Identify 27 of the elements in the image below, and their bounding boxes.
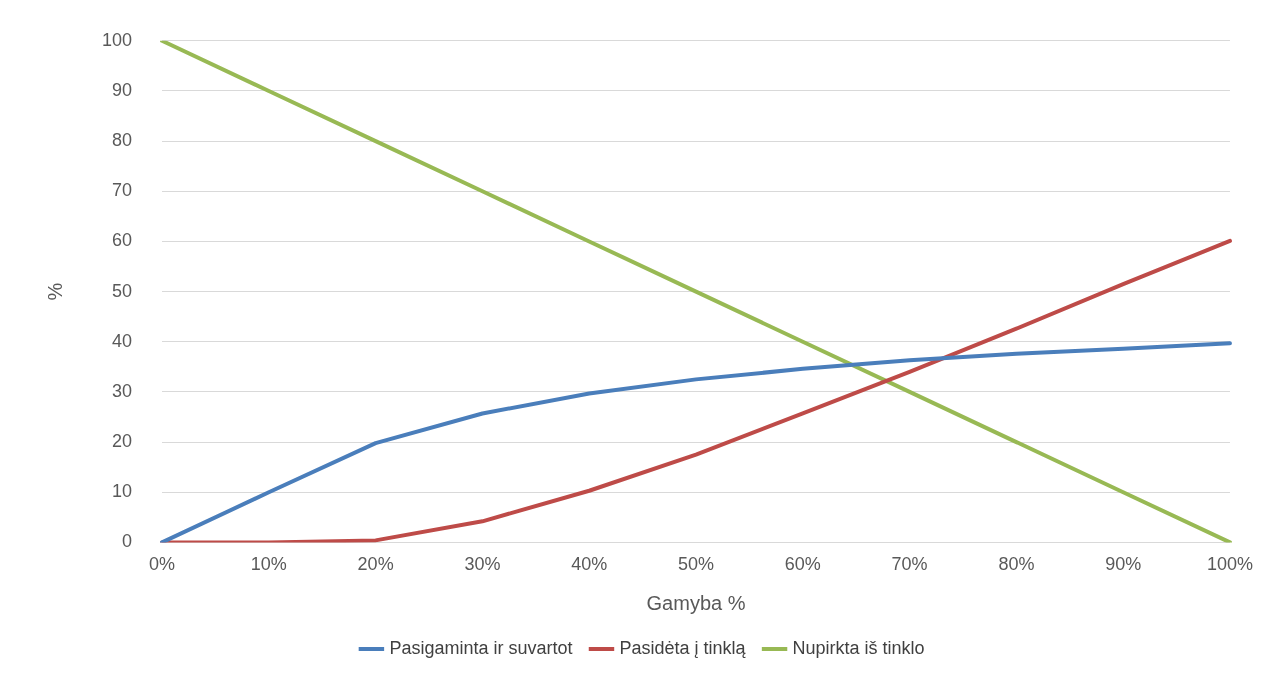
legend-label: Nupirkta iš tinklo	[792, 637, 925, 658]
x-tick-label: 60%	[784, 554, 821, 575]
y-tick-label: 20	[112, 431, 133, 452]
x-tick-label: 50%	[677, 554, 715, 575]
y-tick-label: 10	[112, 481, 133, 502]
x-tick-label: 70%	[891, 554, 928, 575]
y-tick-label: 80	[112, 130, 133, 151]
y-tick-label: 0	[122, 531, 133, 552]
x-tick-label: 0%	[149, 554, 176, 575]
y-axis-title: %	[43, 282, 66, 301]
y-tick-label: 40	[112, 330, 133, 351]
x-tick-label: 100%	[1206, 554, 1253, 575]
y-tick-label: 100	[101, 29, 133, 50]
x-tick-label: 90%	[1105, 554, 1142, 575]
x-tick-label: 40%	[571, 554, 608, 575]
y-tick-label: 30	[112, 380, 133, 401]
y-tick-label: 60	[112, 230, 133, 251]
x-tick-label: 20%	[357, 554, 394, 575]
legend-label: Pasidėta į tinklą	[619, 637, 747, 658]
x-tick-label: 80%	[998, 554, 1035, 575]
y-tick-label: 50	[112, 280, 133, 301]
x-tick-label: 10%	[250, 554, 287, 575]
y-tick-label: 90	[112, 79, 133, 100]
x-axis-title: Gamyba %	[646, 591, 746, 614]
x-tick-label: 30%	[464, 554, 501, 575]
y-tick-label: 70	[112, 180, 133, 201]
legend-label: Pasigaminta ir suvartot	[389, 637, 573, 658]
